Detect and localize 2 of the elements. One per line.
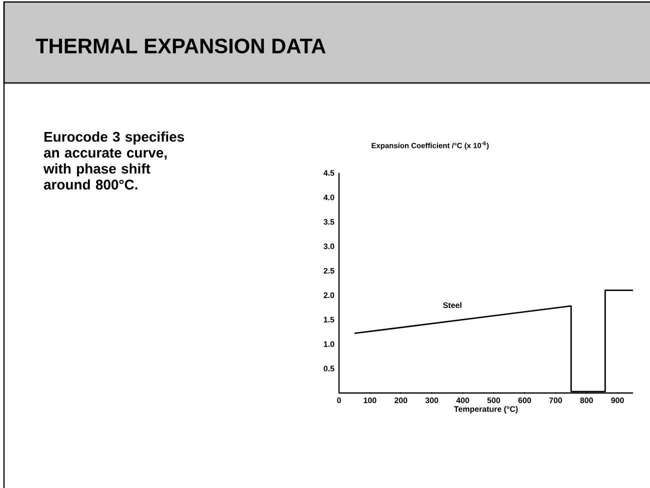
- text: Eurocode 3 specifies an accurate curve, with phase shift around 800°C.: [43, 132, 184, 190]
- chart-title: THERMAL EXPANSION DATA: [36, 38, 326, 54]
